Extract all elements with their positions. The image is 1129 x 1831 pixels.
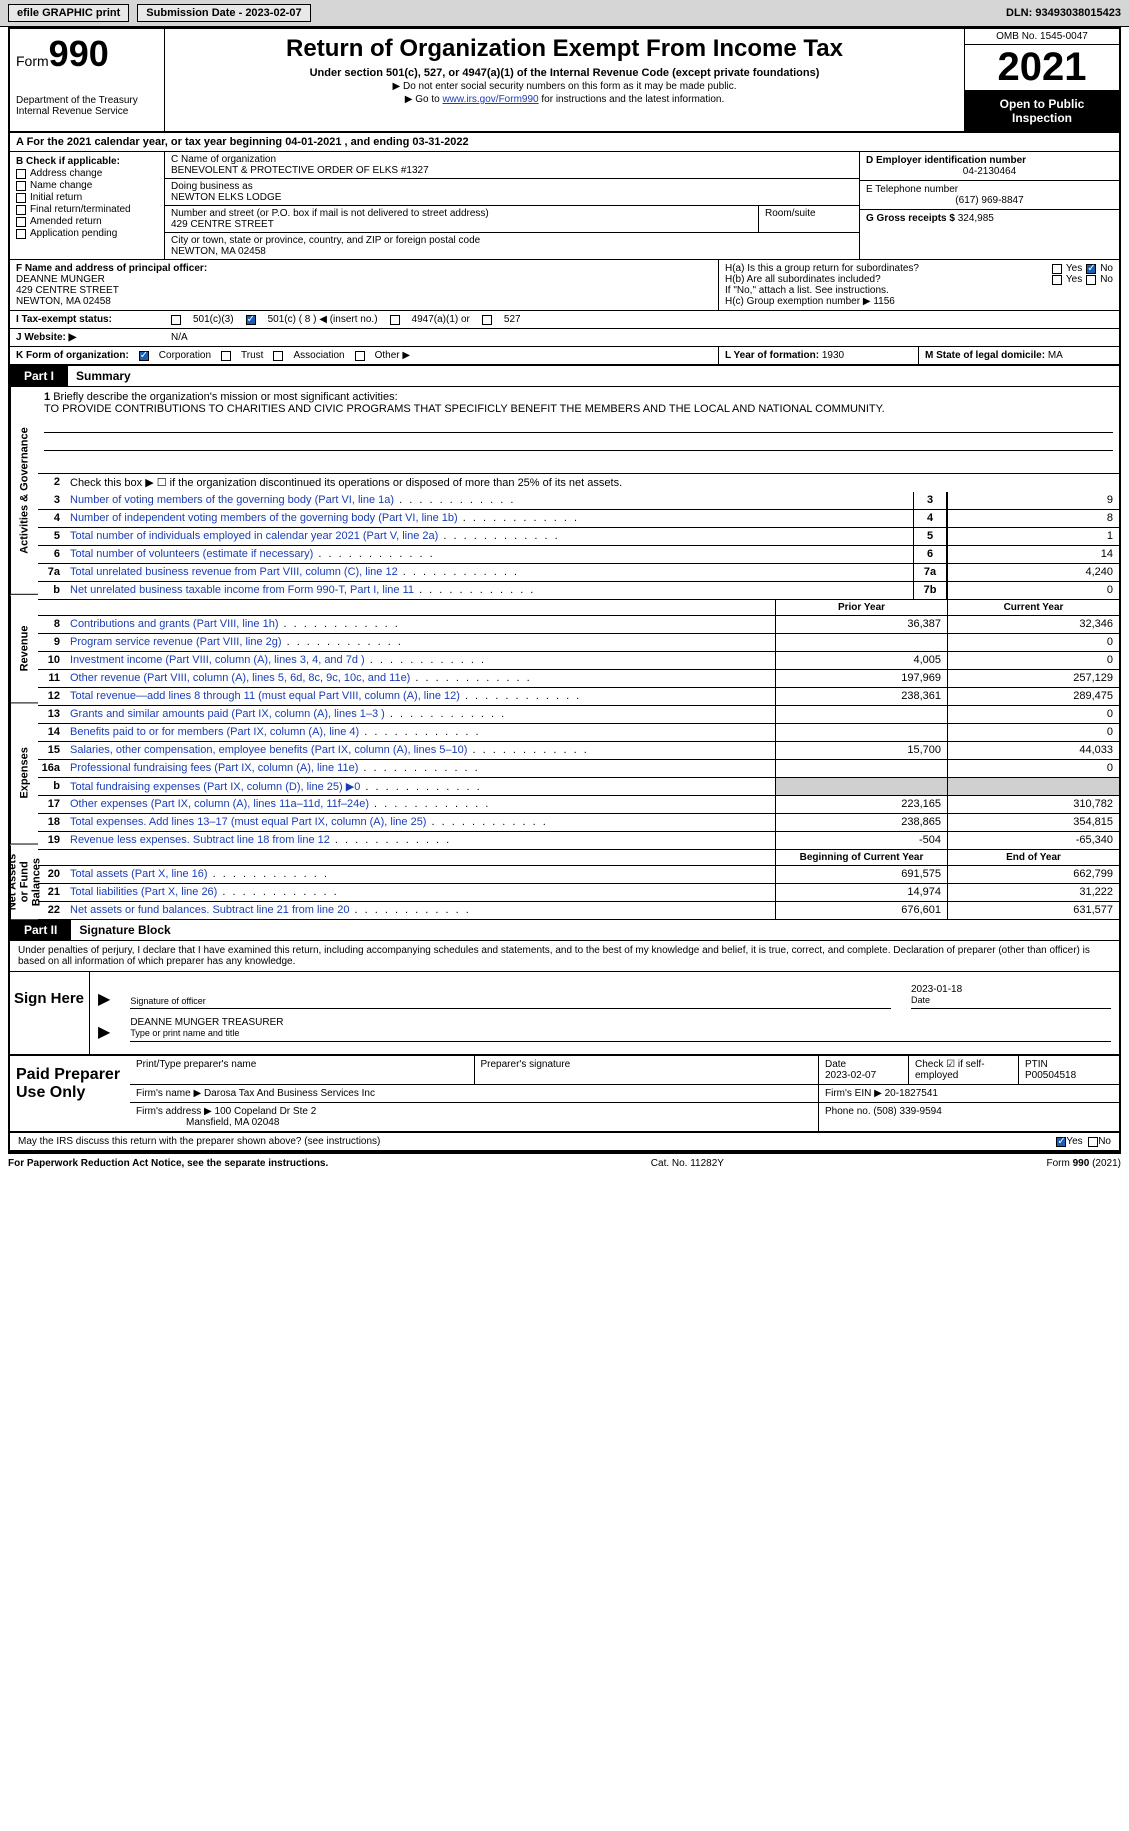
tax-year: 2021 — [965, 45, 1119, 91]
summary-line: bNet unrelated business taxable income f… — [38, 582, 1119, 600]
header-right: OMB No. 1545-0047 2021 Open to Public In… — [964, 29, 1119, 131]
summary-line: 22Net assets or fund balances. Subtract … — [38, 902, 1119, 920]
block-b: B Check if applicable: Address change Na… — [10, 152, 165, 259]
checkbox[interactable] — [16, 181, 26, 191]
block-h: H(a) Is this a group return for subordin… — [719, 260, 1119, 310]
summary-line: 19Revenue less expenses. Subtract line 1… — [38, 832, 1119, 850]
block-c: C Name of organization BENEVOLENT & PROT… — [165, 152, 859, 259]
header-left: Form990 Department of the Treasury Inter… — [10, 29, 165, 131]
checkbox[interactable] — [16, 229, 26, 239]
form-990: Form990 Department of the Treasury Inter… — [8, 27, 1121, 1154]
checkbox-checked[interactable] — [246, 315, 256, 325]
subtitle2b-row: ▶ Go to www.irs.gov/Form990 for instruct… — [171, 94, 958, 105]
arrow-icon: ▶ — [98, 1022, 110, 1042]
checkbox-checked[interactable] — [1086, 264, 1096, 274]
block-f: F Name and address of principal officer:… — [10, 260, 719, 310]
omb-number: OMB No. 1545-0047 — [965, 29, 1119, 45]
submission-date-button[interactable]: Submission Date - 2023-02-07 — [137, 4, 310, 22]
summary-line: 12Total revenue—add lines 8 through 11 (… — [38, 688, 1119, 706]
checkbox[interactable] — [1052, 275, 1062, 285]
line-i: I Tax-exempt status: 501(c)(3) 501(c) ( … — [10, 311, 1119, 329]
checkbox[interactable] — [171, 315, 181, 325]
checkbox[interactable] — [16, 205, 26, 215]
block-d: D Employer identification number 04-2130… — [859, 152, 1119, 259]
checkbox[interactable] — [355, 351, 365, 361]
subtitle1: Under section 501(c), 527, or 4947(a)(1)… — [171, 67, 958, 79]
summary-line: 7aTotal unrelated business revenue from … — [38, 564, 1119, 582]
phone-value: (617) 969-8847 — [866, 195, 1113, 206]
summary-line: 17Other expenses (Part IX, column (A), l… — [38, 796, 1119, 814]
checkbox[interactable] — [16, 193, 26, 203]
checkbox[interactable] — [16, 217, 26, 227]
mission-text: TO PROVIDE CONTRIBUTIONS TO CHARITIES AN… — [44, 403, 885, 415]
summary-line: 15Salaries, other compensation, employee… — [38, 742, 1119, 760]
topbar: efile GRAPHIC print Submission Date - 20… — [0, 0, 1129, 27]
form-title: Return of Organization Exempt From Incom… — [171, 35, 958, 63]
open-public-label: Open to Public Inspection — [965, 91, 1119, 131]
summary-body: Activities & Governance Revenue Expenses… — [10, 387, 1119, 920]
summary-line: 5Total number of individuals employed in… — [38, 528, 1119, 546]
summary-line: bTotal fundraising expenses (Part IX, co… — [38, 778, 1119, 796]
checkbox[interactable] — [1088, 1137, 1098, 1147]
summary-line: 9Program service revenue (Part VIII, lin… — [38, 634, 1119, 652]
arrow-icon: ▶ — [98, 989, 110, 1009]
summary-line: 16aProfessional fundraising fees (Part I… — [38, 760, 1119, 778]
checkbox-checked[interactable] — [139, 351, 149, 361]
checkbox[interactable] — [1086, 275, 1096, 285]
part2-header: Part II Signature Block — [10, 920, 1119, 941]
summary-line: 14Benefits paid to or for members (Part … — [38, 724, 1119, 742]
summary-line: 21Total liabilities (Part X, line 26)14,… — [38, 884, 1119, 902]
line-j: J Website: ▶ N/A — [10, 329, 1119, 347]
ein-value: 04-2130464 — [866, 166, 1113, 177]
summary-line: 10Investment income (Part VIII, column (… — [38, 652, 1119, 670]
part1-header: Part I Summary — [10, 366, 1119, 387]
checkbox[interactable] — [273, 351, 283, 361]
checkbox[interactable] — [16, 169, 26, 179]
checkbox[interactable] — [1052, 264, 1062, 274]
sign-here-block: Sign Here ▶ Signature of officer 2023-01… — [10, 972, 1119, 1056]
irs-link[interactable]: www.irs.gov/Form990 — [442, 94, 538, 105]
block-fh: F Name and address of principal officer:… — [10, 260, 1119, 311]
declaration: Under penalties of perjury, I declare th… — [10, 941, 1119, 972]
summary-line: 3Number of voting members of the governi… — [38, 492, 1119, 510]
checkbox[interactable] — [482, 315, 492, 325]
org-name: BENEVOLENT & PROTECTIVE ORDER OF ELKS #1… — [171, 165, 853, 176]
dept-label: Department of the Treasury Internal Reve… — [16, 95, 158, 117]
form-number: 990 — [49, 33, 109, 74]
summary-line: 13Grants and similar amounts paid (Part … — [38, 706, 1119, 724]
summary-line: 11Other revenue (Part VIII, column (A), … — [38, 670, 1119, 688]
form-header: Form990 Department of the Treasury Inter… — [10, 29, 1119, 133]
checkbox-checked[interactable] — [1056, 1137, 1066, 1147]
summary-line: 4Number of independent voting members of… — [38, 510, 1119, 528]
summary-line: 20Total assets (Part X, line 16)691,5756… — [38, 866, 1119, 884]
preparer-block: Paid Preparer Use Only Print/Type prepar… — [10, 1056, 1119, 1133]
form-label: Form — [16, 53, 49, 69]
line-a: A For the 2021 calendar year, or tax yea… — [10, 133, 1119, 152]
summary-line: 18Total expenses. Add lines 13–17 (must … — [38, 814, 1119, 832]
dba-value: NEWTON ELKS LODGE — [171, 192, 853, 203]
header-mid: Return of Organization Exempt From Incom… — [165, 29, 964, 131]
dln-label: DLN: 93493038015423 — [1006, 7, 1121, 19]
city-value: NEWTON, MA 02458 — [171, 246, 853, 257]
subtitle2a: ▶ Do not enter social security numbers o… — [171, 81, 958, 92]
summary-line: 6Total number of volunteers (estimate if… — [38, 546, 1119, 564]
checkbox[interactable] — [390, 315, 400, 325]
checkbox[interactable] — [221, 351, 231, 361]
page-footer: For Paperwork Reduction Act Notice, see … — [0, 1154, 1129, 1173]
line-klm: K Form of organization: Corporation Trus… — [10, 347, 1119, 366]
gross-receipts: 324,985 — [958, 213, 994, 224]
street-value: 429 CENTRE STREET — [171, 219, 752, 230]
mission-block: 1 Briefly describe the organization's mi… — [38, 387, 1119, 474]
efile-button[interactable]: efile GRAPHIC print — [8, 4, 129, 22]
summary-line: 8Contributions and grants (Part VIII, li… — [38, 616, 1119, 634]
